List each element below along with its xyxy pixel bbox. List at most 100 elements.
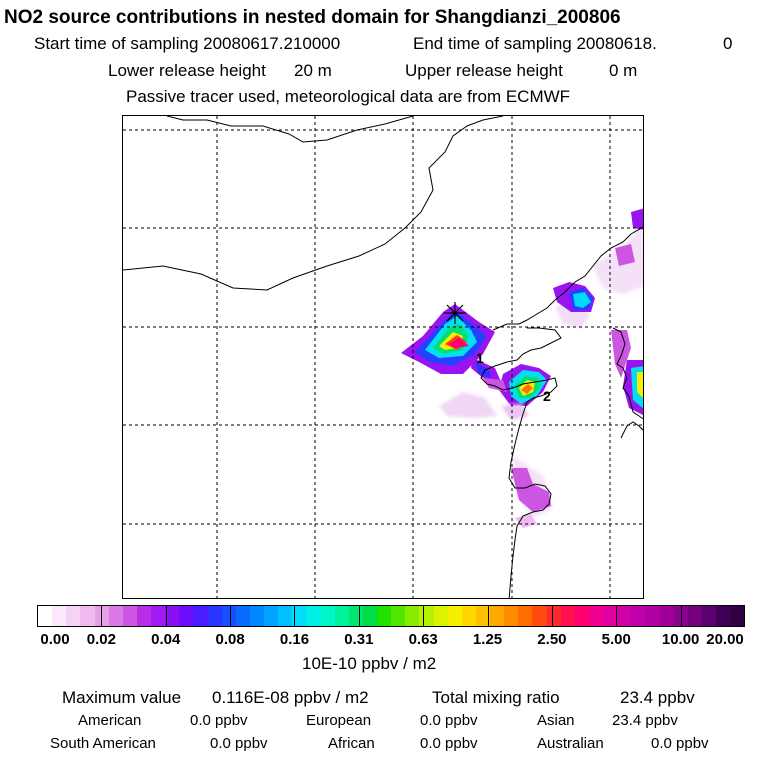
colorbar-swatch (617, 606, 632, 626)
region-value-south-american: 0.0 ppbv (210, 735, 268, 752)
colorbar-swatch (377, 606, 392, 626)
coastlines (123, 116, 643, 598)
colorbar-tick-label: 20.00 (706, 631, 744, 648)
colorbar-swatch (362, 606, 377, 626)
total-value: 23.4 ppbv (620, 688, 695, 707)
plume-korea (611, 330, 643, 415)
colorbar-swatch (631, 606, 646, 626)
colorbar-swatch (560, 606, 575, 626)
colorbar-divider (294, 606, 296, 626)
region-value-australian: 0.0 ppbv (651, 735, 709, 752)
colorbar-tick-label: 0.63 (408, 631, 438, 648)
colorbar-swatch (504, 606, 519, 626)
colorbar-tick-label: 5.00 (601, 631, 631, 648)
colorbar-unit: 10E-10 ppbv / m2 (302, 654, 437, 673)
region-name-south-american: South American (50, 735, 156, 752)
colorbar-divider (487, 606, 489, 626)
tracer-note: Passive tracer used, meteorological data… (126, 87, 571, 106)
map-plot: 1 2 (123, 116, 643, 598)
colorbar-tick-label: 2.50 (537, 631, 567, 648)
colorbar-swatch (461, 606, 476, 626)
marker-label-2: 2 (543, 388, 551, 404)
colorbar-swatch (645, 606, 660, 626)
colorbar-swatch (603, 606, 618, 626)
marker-label-1: 1 (476, 350, 484, 366)
colorbar-swatch (193, 606, 208, 626)
colorbar-divider (165, 606, 167, 626)
colorbar-swatch (52, 606, 67, 626)
region-name-african: African (328, 735, 375, 752)
colorbar-swatch (588, 606, 603, 626)
region-value-american: 0.0 ppbv (190, 712, 248, 729)
colorbar-divider (230, 606, 232, 626)
colorbar-tick-label: 0.31 (344, 631, 374, 648)
colorbar-divider (101, 606, 103, 626)
region-value-asian: 23.4 ppbv (612, 712, 678, 729)
colorbar-swatch (221, 606, 236, 626)
colorbar-tick-label: 10.00 (661, 631, 700, 648)
colorbar-swatch (348, 606, 363, 626)
end-time-label: End time of sampling 20080618. (413, 34, 657, 53)
colorbar-swatch (151, 606, 166, 626)
colorbar-swatch (391, 606, 406, 626)
start-time: Start time of sampling 20080617.210000 (34, 34, 341, 53)
plume-beijing (401, 304, 501, 382)
colorbar-swatch (490, 606, 505, 626)
colorbar-divider (680, 606, 682, 626)
colorbar-swatch (136, 606, 151, 626)
colorbar-swatch (235, 606, 250, 626)
region-name-australian: Australian (537, 735, 604, 752)
colorbar-divider (616, 606, 618, 626)
colorbar-divider (358, 606, 360, 626)
colorbar-divider (551, 606, 553, 626)
colorbar-swatch (433, 606, 448, 626)
colorbar-swatch (716, 606, 731, 626)
colorbar-swatch (249, 606, 264, 626)
colorbar-swatch (405, 606, 420, 626)
lower-release-label: Lower release height (108, 61, 266, 80)
colorbar-tick-label: 0.00 (40, 631, 70, 648)
plume-northeast (615, 208, 643, 266)
colorbar-swatch (320, 606, 335, 626)
colorbar-swatch (179, 606, 194, 626)
colorbar-swatch (264, 606, 279, 626)
colorbar-swatch (447, 606, 462, 626)
upper-release-label: Upper release height (405, 61, 563, 80)
colorbar-swatch (80, 606, 95, 626)
colorbar-swatch (292, 606, 307, 626)
colorbar-swatch (532, 606, 547, 626)
end-time-value: 0 (723, 34, 733, 53)
chart-title: NO2 source contributions in nested domai… (4, 7, 621, 28)
colorbar-divider (423, 606, 425, 626)
colorbar-swatch (419, 606, 434, 626)
map-grid (123, 116, 643, 598)
colorbar-tick-label: 0.16 (279, 631, 310, 648)
upper-release-value: 0 m (609, 61, 638, 80)
colorbar-swatch (334, 606, 349, 626)
colorbar-swatch (475, 606, 490, 626)
colorbar (37, 605, 745, 627)
colorbar-tick-label: 0.04 (151, 631, 181, 648)
max-value: 0.116E-08 ppbv / m2 (212, 688, 369, 707)
colorbar-swatch (701, 606, 716, 626)
colorbar-swatch (730, 606, 745, 626)
region-value-european: 0.0 ppbv (420, 712, 478, 729)
colorbar-swatch (687, 606, 702, 626)
receptor-marker (444, 302, 466, 324)
region-name-american: American (78, 712, 142, 729)
colorbar-swatch (108, 606, 123, 626)
colorbar-tick-label: 0.08 (215, 631, 245, 648)
colorbar-swatch (66, 606, 81, 626)
colorbar-swatch (574, 606, 589, 626)
region-name-european: European (306, 712, 372, 729)
colorbar-swatch (659, 606, 674, 626)
lower-release-value: 20 m (294, 61, 332, 80)
colorbar-swatch (278, 606, 293, 626)
max-label: Maximum value (62, 688, 182, 707)
plume-liaodong (553, 282, 595, 312)
colorbar-swatch (165, 606, 180, 626)
colorbar-swatch (546, 606, 561, 626)
colorbar-tick-label: 1.25 (472, 631, 503, 648)
total-label: Total mixing ratio (432, 688, 560, 707)
region-name-asian: Asian (537, 712, 575, 729)
